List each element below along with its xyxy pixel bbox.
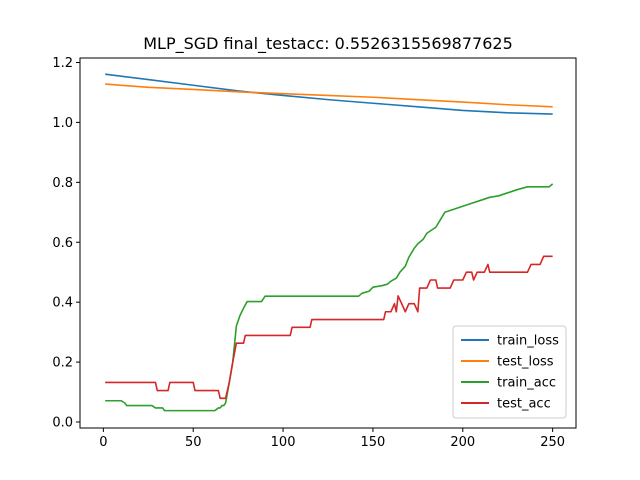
series-line-test_acc <box>105 255 553 400</box>
legend-box <box>452 325 567 419</box>
y-tick-label: 0.2 <box>52 356 73 371</box>
series-train_acc <box>105 183 554 412</box>
y-axis-ticks: 0.0 0.2 0.4 0.6 0.8 1.0 1.2 <box>52 56 80 431</box>
chart-title: MLP_SGD final_testacc: 0.552631556987762… <box>143 34 513 54</box>
y-tick-label: 1.2 <box>52 56 73 71</box>
legend-label-train_loss: train_loss <box>497 334 559 349</box>
series-line-train_loss <box>105 73 553 115</box>
series-line-test_loss <box>105 83 553 108</box>
x-tick-label: 150 <box>361 435 386 450</box>
x-tick-label: 100 <box>271 435 296 450</box>
legend-label-test_acc: test_acc <box>497 397 551 412</box>
series-test_loss <box>105 83 553 108</box>
x-tick-label: 200 <box>450 435 475 450</box>
y-tick-label: 0.6 <box>52 236 73 251</box>
x-tick-label: 50 <box>185 435 202 450</box>
series-test_acc <box>105 255 553 400</box>
x-tick-label: 0 <box>99 435 107 450</box>
legend-label-test_loss: test_loss <box>497 355 554 370</box>
x-axis-ticks: 0 50 100 150 200 250 <box>99 428 565 450</box>
plot-frame <box>79 57 577 429</box>
y-tick-label: 0.8 <box>52 176 73 191</box>
y-tick-label: 1.0 <box>52 116 73 131</box>
y-tick-label: 0.0 <box>52 416 73 431</box>
legend-label-train_acc: train_acc <box>497 376 556 391</box>
x-tick-label: 250 <box>540 435 565 450</box>
y-tick-label: 0.4 <box>52 296 73 311</box>
series-layer <box>105 73 554 412</box>
legend: train_loss test_loss train_acc test_acc <box>452 325 567 419</box>
series-train_loss <box>105 73 553 115</box>
